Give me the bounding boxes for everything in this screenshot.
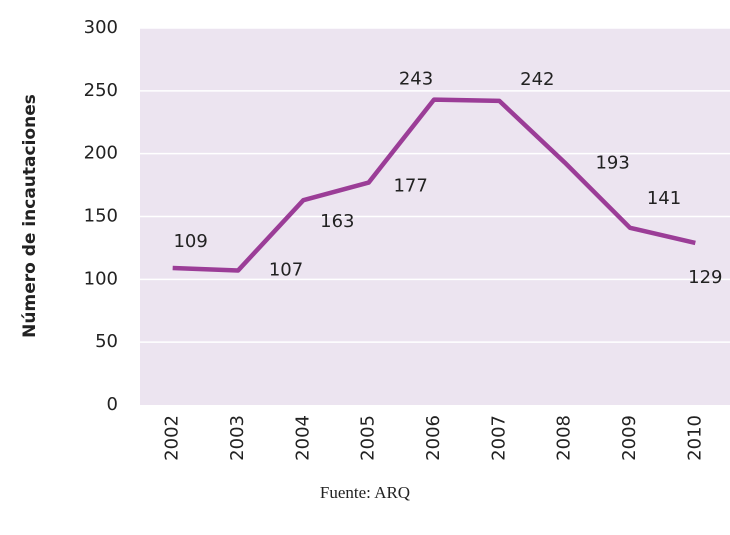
- source: Fuente: ARQ: [320, 483, 410, 502]
- y-tick-label: 300: [84, 17, 118, 38]
- x-tick-label: 2008: [554, 415, 575, 461]
- x-tick-label: 2005: [358, 415, 379, 461]
- y-tick-label: 0: [107, 394, 118, 415]
- data-label: 177: [393, 176, 427, 197]
- data-label: 243: [399, 69, 433, 90]
- y-tick-label: 250: [84, 80, 118, 101]
- x-tick-label: 2010: [684, 415, 705, 461]
- x-tick-label: 2003: [227, 415, 248, 461]
- x-tick-label: 2002: [162, 415, 183, 461]
- data-label: 129: [688, 267, 722, 288]
- data-label: 141: [647, 188, 681, 209]
- y-tick-label: 50: [95, 331, 118, 352]
- y-tick-label: 200: [84, 143, 118, 164]
- x-tick-label: 2009: [619, 415, 640, 461]
- data-label: 109: [173, 231, 207, 252]
- y-axis-label: Número de incautaciones: [20, 94, 40, 338]
- line: [172, 97, 696, 273]
- data-label: 242: [520, 69, 554, 90]
- data-label: 163: [320, 211, 354, 232]
- x-tick-label: 2006: [423, 415, 444, 461]
- y-tick-label: 150: [84, 206, 118, 227]
- data-label: 193: [595, 152, 629, 173]
- x-tick-label: 2004: [292, 415, 313, 461]
- y-tick-label: 100: [84, 268, 118, 289]
- x-tick-label: 2007: [488, 415, 509, 461]
- data-label: 107: [269, 260, 303, 281]
